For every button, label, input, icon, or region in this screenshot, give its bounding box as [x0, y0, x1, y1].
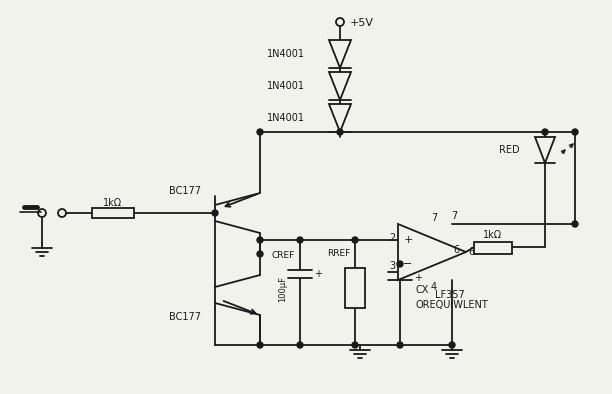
Text: 1kΩ: 1kΩ	[483, 230, 502, 240]
Circle shape	[297, 342, 303, 348]
Text: +5V: +5V	[350, 18, 374, 28]
Text: +: +	[403, 235, 412, 245]
Circle shape	[297, 237, 303, 243]
Bar	[474, 242, 512, 254]
Polygon shape	[535, 137, 555, 163]
Text: 100μF: 100μF	[278, 276, 288, 302]
Circle shape	[542, 129, 548, 135]
Circle shape	[572, 129, 578, 135]
Text: 7: 7	[451, 211, 457, 221]
Bar	[345, 268, 365, 308]
Text: BC177: BC177	[169, 186, 201, 196]
Text: LF357: LF357	[435, 290, 465, 300]
Bar	[92, 208, 134, 218]
Text: 2: 2	[389, 233, 395, 243]
Text: −: −	[403, 259, 412, 269]
Polygon shape	[329, 72, 351, 100]
Text: 3: 3	[389, 261, 395, 271]
Circle shape	[397, 261, 403, 267]
Text: CREF: CREF	[272, 251, 295, 260]
Text: 1N4001: 1N4001	[267, 49, 305, 59]
Text: 7: 7	[431, 213, 437, 223]
Circle shape	[257, 342, 263, 348]
Circle shape	[257, 129, 263, 135]
Text: +: +	[414, 273, 422, 283]
Text: RED: RED	[499, 145, 520, 155]
Circle shape	[572, 221, 578, 227]
Text: 4: 4	[431, 282, 437, 292]
Polygon shape	[329, 40, 351, 68]
Text: BC177: BC177	[169, 312, 201, 322]
Text: 1kΩ: 1kΩ	[103, 198, 122, 208]
Text: 6: 6	[453, 245, 459, 255]
Text: 1N4001: 1N4001	[267, 81, 305, 91]
Text: +: +	[314, 269, 322, 279]
Circle shape	[449, 342, 455, 348]
Circle shape	[397, 342, 403, 348]
Text: 1N4001: 1N4001	[267, 113, 305, 123]
Circle shape	[352, 342, 358, 348]
Text: OREQUIWLENT: OREQUIWLENT	[416, 300, 488, 310]
Text: RREF: RREF	[327, 249, 350, 258]
Circle shape	[257, 237, 263, 243]
Polygon shape	[329, 104, 351, 132]
Text: 6: 6	[468, 247, 474, 257]
Text: CX: CX	[415, 285, 428, 295]
Polygon shape	[398, 224, 466, 280]
Circle shape	[212, 210, 218, 216]
Circle shape	[257, 251, 263, 257]
Circle shape	[352, 237, 358, 243]
Circle shape	[337, 129, 343, 135]
